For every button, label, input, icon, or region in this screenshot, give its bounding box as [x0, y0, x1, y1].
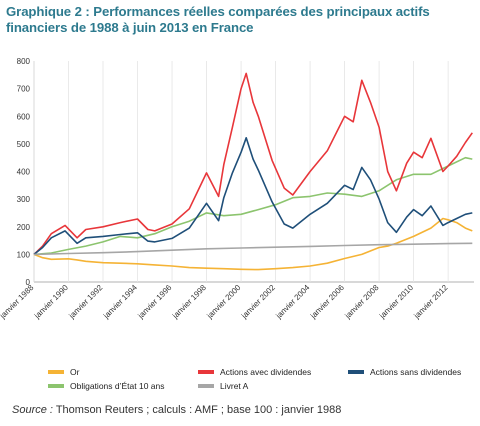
y-tick-label: 400 [17, 168, 31, 177]
x-tick-label: janvier 2008 [343, 283, 381, 321]
y-tick-label: 500 [17, 140, 31, 149]
legend: Or Obligations d’État 10 ans Actions avec … [48, 367, 461, 391]
x-tick-label: janvier 1992 [67, 283, 105, 321]
y-tick-label: 0 [26, 278, 31, 287]
series-line-2 [33, 72, 473, 255]
x-tick-label: janvier 1994 [101, 283, 139, 321]
y-tick-label: 200 [17, 223, 31, 232]
legend-label: Actions sans dividendes [370, 367, 461, 377]
y-tick-label: 800 [17, 57, 31, 66]
y-tick-label: 300 [17, 195, 31, 204]
source-label: Source : [12, 404, 53, 416]
x-tick-label: janvier 2004 [274, 283, 312, 321]
x-tick-label: janvier 2002 [239, 283, 277, 321]
source-note: Source : Thomson Reuters ; calculs : AMF… [12, 404, 341, 416]
y-tick-label: 600 [17, 112, 31, 121]
x-tick-label: janvier 1998 [170, 283, 208, 321]
x-tick-label: janvier 1996 [136, 283, 174, 321]
legend-label: Obligations d’État 10 ans [70, 381, 165, 391]
legend-label: Actions avec dividendes [220, 367, 311, 377]
series-lines [33, 72, 473, 271]
grid-lines [33, 61, 474, 283]
series-line-3 [33, 137, 473, 256]
chart-title: Graphique 2 : Performances réelles compa… [6, 4, 430, 35]
y-axis-ticks: 0 100 200 300 400 500 600 700 800 [17, 57, 31, 287]
source-text: Thomson Reuters ; calculs : AMF ; base 1… [52, 404, 342, 416]
series-line-0 [33, 217, 473, 271]
x-tick-label: janvier 1988 [0, 283, 36, 321]
series-line-4 [33, 242, 473, 256]
x-tick-label: janvier 1990 [32, 283, 70, 321]
y-tick-label: 100 [17, 250, 31, 259]
x-tick-label: janvier 2000 [205, 283, 243, 321]
y-tick-label: 700 [17, 85, 31, 94]
legend-label: Or [70, 367, 80, 377]
x-tick-label: janvier 2006 [308, 283, 346, 321]
series-line-1 [33, 156, 473, 256]
x-tick-label: janvier 2012 [412, 283, 450, 321]
legend-label: Livret A [220, 381, 249, 391]
x-tick-label: janvier 2010 [377, 283, 415, 321]
